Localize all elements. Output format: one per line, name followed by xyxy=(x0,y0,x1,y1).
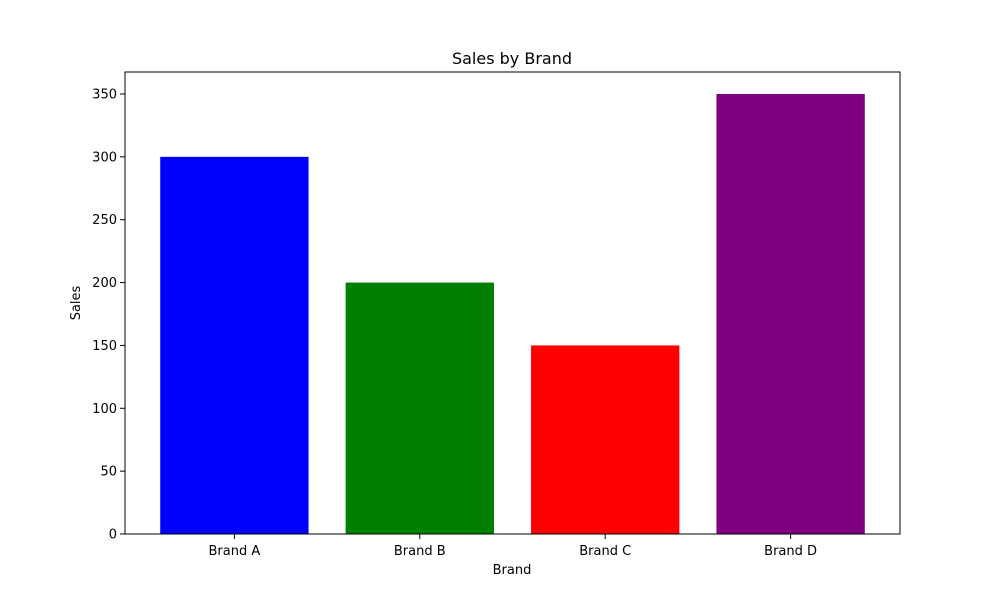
y-axis-label: Sales xyxy=(69,285,84,320)
bar-brand-d xyxy=(716,94,865,534)
y-tick-label: 150 xyxy=(92,339,117,354)
bar-brand-b xyxy=(345,282,494,534)
chart-title: Sales by Brand xyxy=(452,49,572,68)
y-tick-label: 250 xyxy=(92,213,117,228)
y-axis: 0 50 100 150 200 250 300 350 xyxy=(92,88,125,543)
x-tick-label: Brand A xyxy=(209,544,261,559)
y-tick-label: 200 xyxy=(92,276,117,291)
y-tick-label: 0 xyxy=(109,528,117,543)
x-tick-label: Brand D xyxy=(764,544,817,559)
bar-brand-c xyxy=(531,345,680,534)
x-axis: Brand A Brand B Brand C Brand D xyxy=(209,534,817,559)
y-tick-label: 350 xyxy=(92,88,117,103)
x-tick-label: Brand B xyxy=(394,544,446,559)
y-tick-label: 100 xyxy=(92,402,117,417)
bars-layer xyxy=(160,94,865,534)
x-axis-label: Brand xyxy=(493,563,532,578)
x-tick-label: Brand C xyxy=(579,544,631,559)
plot-frame xyxy=(124,71,901,535)
bar-brand-a xyxy=(160,156,309,534)
y-tick-label: 300 xyxy=(92,150,117,165)
y-tick-label: 50 xyxy=(100,465,117,480)
